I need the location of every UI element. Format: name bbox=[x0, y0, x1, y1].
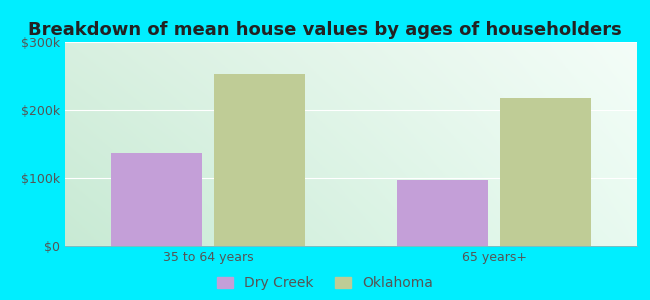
Bar bbox=[111, 153, 202, 246]
Text: Breakdown of mean house values by ages of householders: Breakdown of mean house values by ages o… bbox=[28, 21, 622, 39]
Bar bbox=[396, 180, 488, 246]
Bar bbox=[214, 74, 306, 246]
Legend: Dry Creek, Oklahoma: Dry Creek, Oklahoma bbox=[216, 276, 434, 290]
Bar bbox=[500, 98, 592, 246]
